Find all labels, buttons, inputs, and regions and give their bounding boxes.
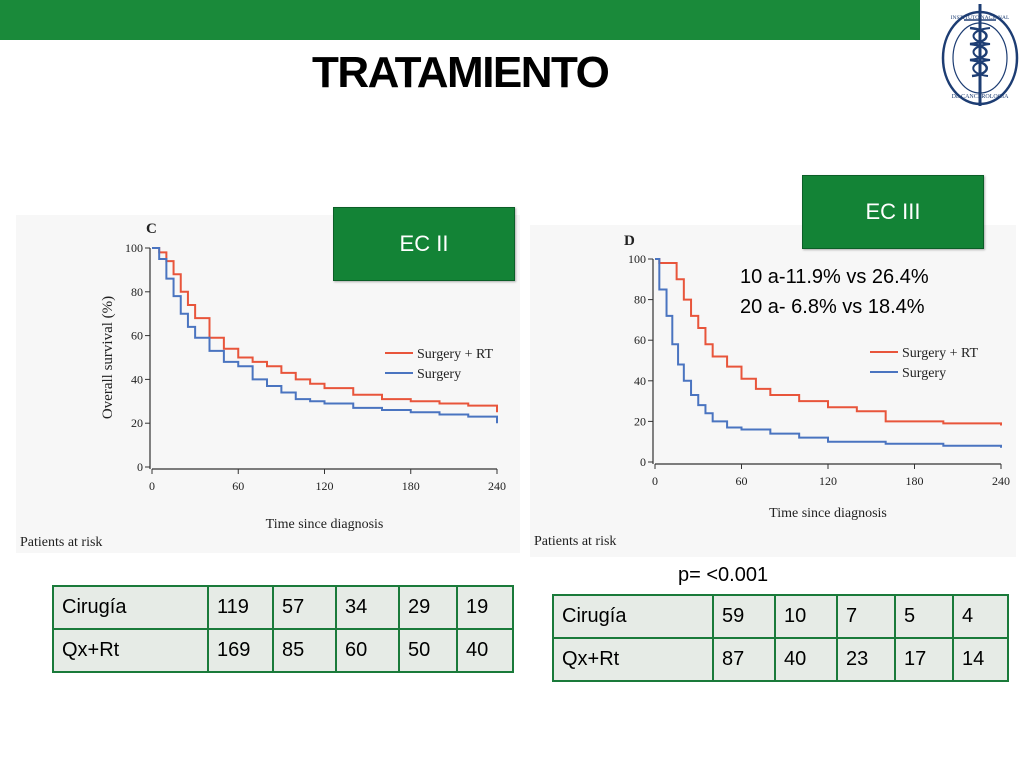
x-tick-label: 120 bbox=[316, 479, 334, 493]
table-cell: 34 bbox=[335, 585, 400, 630]
table-cell: 4 bbox=[952, 594, 1009, 639]
stage-label-ec2: EC II bbox=[333, 207, 515, 281]
x-axis-label: Time since diagnosis bbox=[769, 506, 887, 521]
table-cell: 29 bbox=[398, 585, 458, 630]
row-label: Cirugía bbox=[52, 585, 209, 630]
table-cell: 5 bbox=[894, 594, 954, 639]
table-row: Qx+Rt 87 40 23 17 14 bbox=[552, 637, 1009, 682]
legend-label: Surgery bbox=[417, 367, 461, 382]
x-tick-label: 240 bbox=[992, 474, 1010, 488]
x-axis-label: Time since diagnosis bbox=[266, 517, 384, 532]
x-tick-label: 120 bbox=[819, 474, 837, 488]
table-cell: 50 bbox=[398, 628, 458, 673]
table-cell: 23 bbox=[836, 637, 896, 682]
stage-label-ec3: EC III bbox=[802, 175, 984, 249]
y-tick-label: 80 bbox=[131, 285, 143, 299]
x-tick-label: 60 bbox=[736, 474, 748, 488]
survival-line-surgery-rt bbox=[152, 247, 498, 413]
y-tick-label: 40 bbox=[131, 372, 143, 386]
x-tick-label: 60 bbox=[232, 479, 244, 493]
row-label: Cirugía bbox=[552, 594, 714, 639]
y-tick-label: 100 bbox=[628, 252, 646, 266]
x-tick-label: 0 bbox=[149, 479, 155, 493]
table-cell: 19 bbox=[456, 585, 514, 630]
chart-background bbox=[530, 225, 1016, 557]
y-axis-label: Overall survival (%) bbox=[100, 296, 116, 419]
y-tick-label: 0 bbox=[640, 455, 646, 469]
y-tick-label: 60 bbox=[634, 333, 646, 347]
header-bar bbox=[0, 0, 920, 40]
stats-line-20y: 20 a- 6.8% vs 18.4% bbox=[740, 296, 925, 318]
panel-letter: C bbox=[146, 221, 157, 237]
svg-text:DE CANCEROLOGIA: DE CANCEROLOGIA bbox=[952, 94, 1009, 100]
table-cell: 14 bbox=[952, 637, 1009, 682]
risk-table-ec3: Cirugía 59 10 7 5 4 Qx+Rt 87 40 23 17 14 bbox=[552, 594, 1009, 682]
x-tick-label: 180 bbox=[402, 479, 420, 493]
row-label: Qx+Rt bbox=[52, 628, 209, 673]
legend-label: Surgery + RT bbox=[902, 346, 978, 361]
table-cell: 40 bbox=[774, 637, 838, 682]
table-cell: 40 bbox=[456, 628, 514, 673]
y-tick-label: 40 bbox=[634, 374, 646, 388]
table-cell: 7 bbox=[836, 594, 896, 639]
table-row: Qx+Rt 169 85 60 50 40 bbox=[52, 628, 514, 673]
p-value: p= <0.001 bbox=[678, 564, 769, 586]
legend-label: Surgery + RT bbox=[417, 347, 493, 362]
table-cell: 10 bbox=[774, 594, 838, 639]
stats-line-10y: 10 a-11.9% vs 26.4% bbox=[740, 266, 929, 288]
panel-letter: D bbox=[624, 233, 635, 249]
legend-label: Surgery bbox=[902, 366, 946, 381]
table-cell: 60 bbox=[335, 628, 400, 673]
slide-title: TRATAMIENTO bbox=[312, 48, 610, 97]
table-cell: 87 bbox=[712, 637, 776, 682]
y-tick-label: 20 bbox=[634, 414, 646, 428]
risk-table-ec2: Cirugía 119 57 34 29 19 Qx+Rt 169 85 60 … bbox=[52, 585, 514, 673]
patients-at-risk-label: Patients at risk bbox=[20, 535, 102, 550]
survival-stats: 10 a-11.9% vs 26.4% 20 a- 6.8% vs 18.4% bbox=[740, 262, 929, 322]
stage-label-text: EC II bbox=[399, 231, 449, 256]
survival-line-surgery bbox=[655, 258, 1002, 448]
x-tick-label: 0 bbox=[652, 474, 658, 488]
y-tick-label: 60 bbox=[131, 329, 143, 343]
table-cell: 17 bbox=[894, 637, 954, 682]
institute-seal-icon: DE CANCEROLOGIA INSTITUTO NACIONAL bbox=[920, 0, 1024, 110]
y-tick-label: 0 bbox=[137, 460, 143, 474]
y-tick-label: 20 bbox=[131, 416, 143, 430]
survival-line-surgery bbox=[152, 247, 498, 424]
table-cell: 119 bbox=[207, 585, 274, 630]
svg-text:INSTITUTO NACIONAL: INSTITUTO NACIONAL bbox=[951, 15, 1010, 21]
x-tick-label: 180 bbox=[906, 474, 924, 488]
row-label: Qx+Rt bbox=[552, 637, 714, 682]
stage-label-text: EC III bbox=[865, 199, 921, 224]
table-row: Cirugía 59 10 7 5 4 bbox=[552, 594, 1009, 639]
table-cell: 169 bbox=[207, 628, 274, 673]
table-cell: 59 bbox=[712, 594, 776, 639]
y-tick-label: 100 bbox=[125, 241, 143, 255]
survival-line-surgery-rt bbox=[655, 258, 1002, 426]
table-cell: 85 bbox=[272, 628, 337, 673]
x-tick-label: 240 bbox=[488, 479, 506, 493]
patients-at-risk-label: Patients at risk bbox=[534, 534, 616, 549]
table-cell: 57 bbox=[272, 585, 337, 630]
y-tick-label: 80 bbox=[634, 293, 646, 307]
table-row: Cirugía 119 57 34 29 19 bbox=[52, 585, 514, 630]
